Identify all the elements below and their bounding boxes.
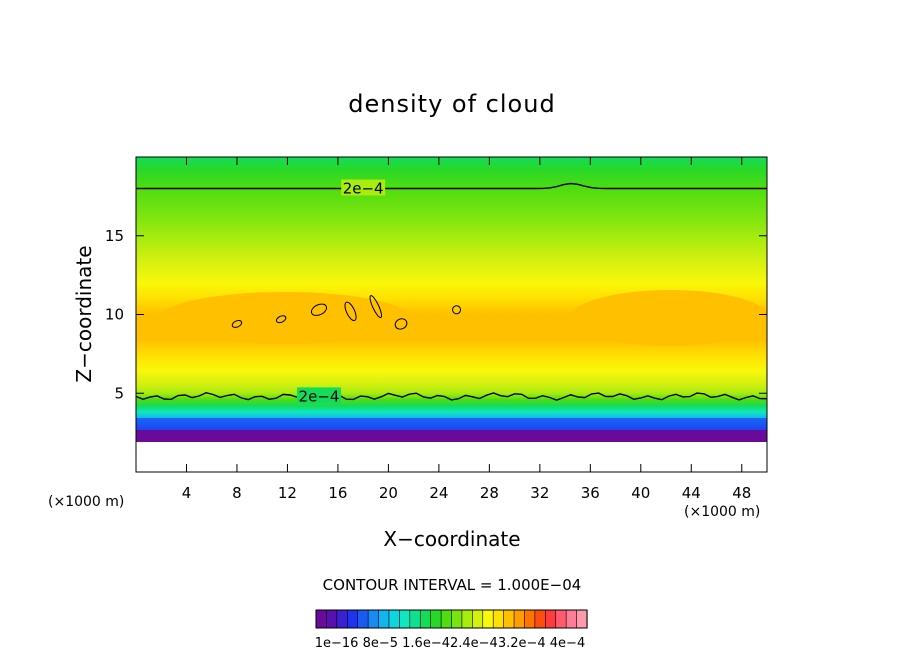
contour-loop	[394, 318, 408, 330]
contour-label-bg	[296, 387, 341, 404]
colorbar-swatch	[357, 609, 369, 629]
colorbar-swatch	[555, 609, 567, 629]
x-tick-label: 28	[480, 484, 499, 502]
colorbar-swatch	[336, 609, 348, 629]
x-tick-label: 36	[581, 484, 600, 502]
contour-line	[136, 391, 767, 401]
x-unit-right: (×1000 m)	[684, 504, 760, 520]
x-tick-label: 24	[429, 484, 448, 502]
x-tick-label: 4	[182, 484, 192, 502]
x-tick-label: 12	[278, 484, 297, 502]
empty-region	[136, 442, 767, 472]
colorbar-swatch	[326, 609, 338, 629]
colorbar-swatch	[409, 609, 421, 629]
y-axis-label: Z−coordinate	[72, 245, 96, 382]
contour-loop	[275, 315, 287, 324]
x-tick-label: 48	[732, 484, 751, 502]
colorbar-swatch	[524, 609, 536, 629]
colorbar-swatch	[346, 609, 359, 629]
colorbar-swatch	[513, 609, 526, 629]
colorbar-swatch	[367, 609, 380, 629]
colorbar-swatch	[565, 609, 578, 629]
colorbar-swatch	[315, 609, 328, 629]
colorbar-frame	[315, 609, 588, 629]
contour-loop	[452, 305, 462, 315]
colorbar-swatch	[461, 609, 473, 629]
x-tick-label: 40	[631, 484, 650, 502]
chart-title: density of cloud	[348, 90, 555, 118]
colorbar-swatch	[378, 609, 390, 629]
colorbar-swatch	[419, 609, 432, 629]
x-tick-label: 20	[379, 484, 398, 502]
max-density-core-right	[570, 290, 767, 346]
contour-line	[136, 182, 767, 190]
x-tick-label: 8	[232, 484, 242, 502]
y-tick-label: 10	[105, 306, 124, 324]
colorbar-labels: 1e−16 8e−5 1.6e−42.4e−43.2e−4 4e−4	[315, 636, 585, 651]
y-axis-ticks: 5 10 15	[105, 227, 767, 402]
contour-label: 2e−4	[299, 387, 340, 405]
contour-loop	[369, 295, 383, 319]
x-axis-label: X−coordinate	[383, 527, 520, 551]
contour-loop	[344, 301, 357, 322]
contour-lines: 2e−4 2e−4	[136, 179, 767, 405]
max-density-core-left	[160, 292, 410, 344]
x-unit-left: (×1000 m)	[48, 494, 124, 510]
colorbar-swatch	[503, 609, 515, 629]
contour-interval-label: CONTOUR INTERVAL = 1.000E−04	[323, 576, 582, 594]
colorbar-swatch	[482, 609, 494, 629]
contour-label: 2e−4	[343, 180, 384, 198]
colorbar-swatch	[545, 609, 557, 629]
y-tick-label: 15	[105, 227, 124, 245]
colorbar-swatch	[430, 609, 442, 629]
x-tick-label: 16	[328, 484, 347, 502]
x-tick-label: 32	[530, 484, 549, 502]
colorbar-swatch	[399, 609, 411, 629]
colorbar-swatch	[451, 609, 463, 629]
colorbar-swatch	[472, 609, 484, 629]
x-axis-ticks: 4 8 12 16 20 24 28 32 36 40 44 48	[182, 157, 751, 502]
colorbar-swatch	[388, 609, 400, 629]
contour-loop	[231, 320, 243, 328]
colorbar-swatch	[492, 609, 505, 629]
x-tick-label: 44	[682, 484, 701, 502]
colorbar-swatch	[576, 609, 588, 629]
plot-area: 2e−4 2e−4	[136, 157, 767, 472]
colorbar	[315, 609, 588, 629]
lower-band-purple	[136, 430, 767, 442]
colorbar-swatch	[534, 609, 546, 629]
contour-label-bg	[341, 179, 386, 196]
contour-loop	[310, 303, 328, 316]
y-tick-label: 5	[114, 384, 124, 402]
colorbar-swatch	[440, 609, 453, 629]
